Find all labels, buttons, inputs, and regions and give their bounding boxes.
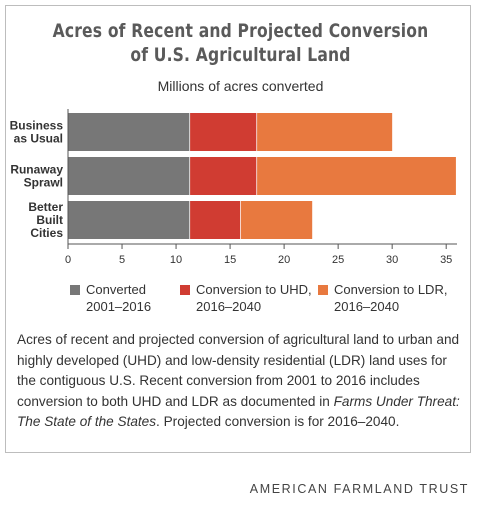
bar-0-series-2 — [257, 113, 393, 151]
x-tick-label-5: 25 — [332, 254, 344, 266]
caption-text-2: . Projected conversion is for 2016–2040. — [156, 414, 400, 429]
legend-label-1: Conversion to UHD, 2016–2040 — [196, 282, 312, 314]
category-label-0: Business as Usual — [10, 119, 64, 146]
category-label-1: Runaway Sprawl — [10, 163, 63, 190]
caption-text-1: Acres of recent and projected conversion… — [17, 332, 460, 409]
legend-swatch-2 — [318, 285, 328, 295]
x-tick-label-6: 30 — [386, 254, 398, 266]
bar-0-series-1 — [190, 113, 258, 151]
bar-1-series-0 — [68, 157, 191, 195]
bar-1-series-2 — [257, 157, 456, 195]
category-label-2: Better Built Cities — [28, 200, 63, 240]
chart-legend: Converted 2001–2016 Conversion to UHD, 2016… — [0, 281, 470, 321]
chart-title-line2: of U.S. Agricultural Land — [130, 44, 351, 66]
x-tick-label-3: 15 — [224, 254, 236, 266]
legend-label-0: Converted 2001–2016 — [86, 282, 152, 314]
bar-2-series-0 — [68, 201, 191, 239]
legend-label-2: Conversion to LDR, 2016–2040 — [334, 282, 448, 314]
x-tick-label-2: 10 — [170, 254, 182, 266]
legend-swatch-0 — [70, 285, 80, 295]
brand-wordmark: AMERICAN FARMLAND TRUST — [249, 482, 469, 496]
bar-2-series-2 — [240, 201, 313, 239]
caption-report-title: Farms Under Threat: The State of the Sta… — [17, 393, 460, 430]
bar-0-series-0 — [68, 113, 191, 151]
figure-caption: Acres of recent and projected conversion… — [17, 330, 465, 433]
chart-subtitle: Millions of acres converted — [157, 78, 324, 94]
x-tick-label-4: 20 — [278, 254, 290, 266]
x-tick-label-0: 0 — [65, 254, 71, 266]
x-tick-label-7: 35 — [440, 254, 452, 266]
bar-2-series-1 — [190, 201, 241, 239]
legend-swatch-1 — [180, 285, 190, 295]
bar-1-series-1 — [190, 157, 258, 195]
chart-title-line1: Acres of Recent and Projected Conversion — [52, 20, 429, 42]
x-tick-label-1: 5 — [119, 254, 125, 266]
bar-chart: Business as Usual Runaway Sprawl Better Built… — [10, 109, 457, 266]
